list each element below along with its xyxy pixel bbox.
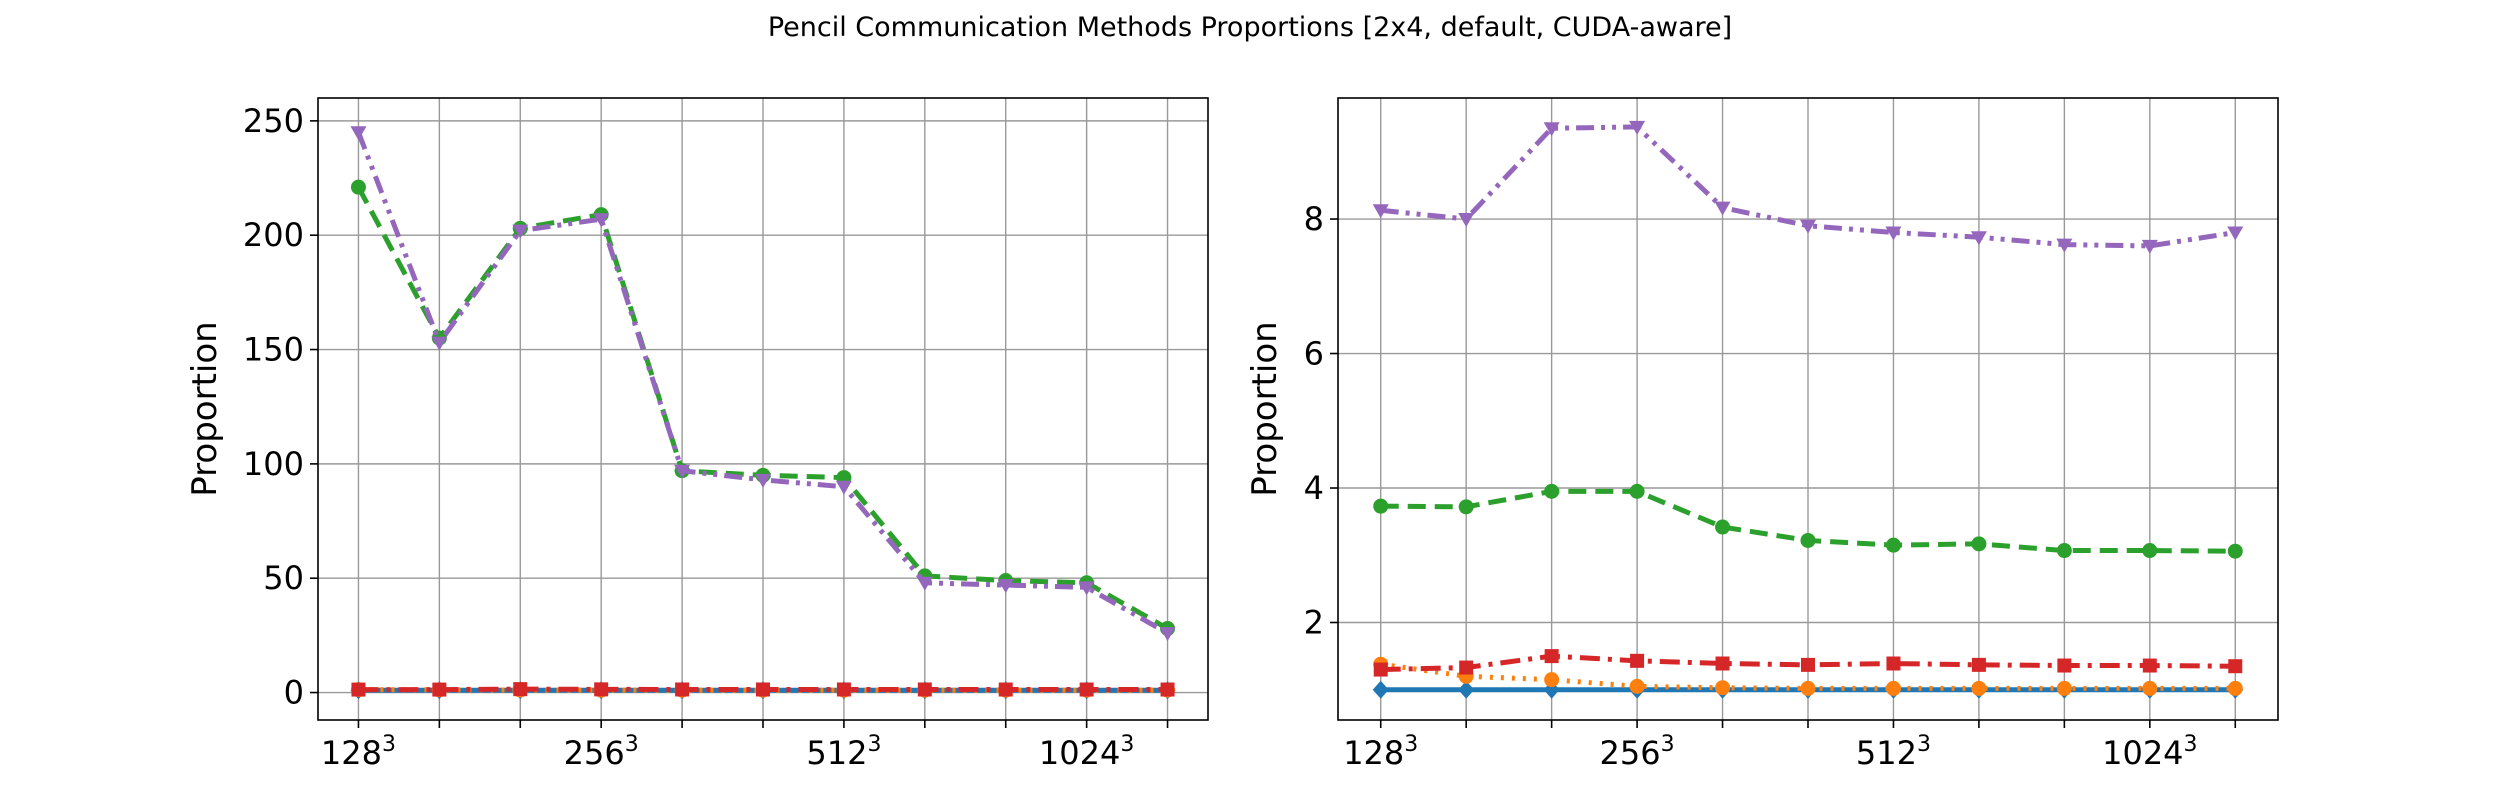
- series-4-point: [917, 682, 932, 697]
- x-tick-label: 10243: [2102, 732, 2197, 772]
- series-4-point: [513, 682, 528, 697]
- series-3-point: [1458, 499, 1474, 515]
- series-5-point: [431, 336, 448, 351]
- series-5-point: [835, 480, 852, 495]
- series-4-point: [1079, 682, 1094, 697]
- series-4-point: [1971, 657, 1986, 672]
- series-2-point: [1885, 680, 1901, 696]
- series-3-point: [1715, 519, 1731, 535]
- series-4-point: [2228, 659, 2243, 674]
- series-4-point: [1459, 660, 1474, 675]
- y-tick-label: 0: [284, 674, 304, 712]
- series-2-point: [1715, 680, 1731, 696]
- series-4-point: [1886, 656, 1901, 671]
- series-5-point: [916, 576, 933, 591]
- y-tick-label: 50: [263, 559, 304, 597]
- x-tick-label: 5123: [806, 732, 881, 772]
- series-4-point: [1160, 682, 1175, 697]
- series-4-point: [594, 682, 609, 697]
- series-5-point: [1372, 204, 1389, 219]
- series-5-point: [2141, 239, 2158, 254]
- y-tick-label: 6: [1304, 335, 1324, 373]
- series-4-point: [2142, 658, 2157, 673]
- series-5-point: [1458, 213, 1475, 228]
- y-tick-label: 250: [243, 102, 304, 140]
- series-3-point: [2056, 543, 2072, 559]
- series-2-point: [1800, 680, 1816, 696]
- series-3-point: [1971, 536, 1987, 552]
- series-4-point: [1373, 662, 1388, 677]
- series-5-point: [1714, 201, 1731, 216]
- series-3-point: [2227, 543, 2243, 559]
- series-5-point: [1800, 219, 1816, 234]
- series-5-point: [1159, 627, 1176, 642]
- series-5-point: [512, 224, 529, 239]
- x-tick-label: 5123: [1856, 732, 1931, 772]
- series-5-point: [755, 473, 771, 488]
- series-2-point: [1971, 680, 1987, 696]
- chart-panel-2: 1283 2563 5123 10243 2 4 6 8 Proportion: [1245, 97, 2279, 772]
- series-5-point: [997, 579, 1014, 594]
- series-4-point: [1715, 656, 1730, 671]
- series-5-point: [1629, 120, 1646, 135]
- series-2-point: [2142, 680, 2158, 696]
- series-3-point: [350, 179, 366, 195]
- figure-title: Pencil Communication Methods Proportions…: [767, 12, 1733, 43]
- x-tick-label: 1283: [1343, 732, 1418, 772]
- series-4-point: [998, 682, 1013, 697]
- series-5-point: [1543, 122, 1560, 137]
- series-5-point: [350, 126, 367, 141]
- series-4-point: [1630, 653, 1645, 668]
- y-tick-label: 2: [1304, 603, 1324, 641]
- x-tick-label: 2563: [564, 732, 639, 772]
- series-2-point: [2056, 680, 2072, 696]
- x-tick-label: 10243: [1039, 732, 1134, 772]
- y-axis-label: Proportion: [185, 321, 225, 496]
- series-5-point: [2056, 238, 2073, 253]
- series-4-point: [756, 682, 770, 697]
- x-tick-label: 2563: [1600, 732, 1675, 772]
- chart-panel-1: 1283 2563 5123 10243 0 50 100 150 200 250 Proporti…: [185, 97, 1209, 772]
- series-3-point: [1885, 537, 1901, 553]
- series-3-point: [1629, 483, 1645, 499]
- y-tick-label: 150: [243, 331, 304, 369]
- y-axis-label: Proportion: [1245, 321, 1285, 496]
- series-2-point: [2227, 680, 2243, 696]
- series-4-point: [836, 682, 851, 697]
- series-5-point: [1885, 226, 1902, 241]
- series-5-point: [1078, 581, 1095, 596]
- series-line-5: [1380, 124, 2236, 249]
- series-line-2: [1380, 661, 2236, 691]
- series-3-point: [2142, 543, 2158, 559]
- series-2-point: [1629, 678, 1645, 694]
- series-4-point: [1801, 657, 1815, 672]
- series-1-point: [1458, 680, 1475, 699]
- y-tick-label: 100: [243, 445, 304, 483]
- series-2-point: [1544, 672, 1560, 688]
- series-3-point: [1800, 532, 1816, 548]
- series-5-point: [593, 213, 610, 228]
- series-4-point: [1544, 649, 1559, 664]
- series-4-point: [675, 682, 690, 697]
- series-4-point: [2057, 658, 2072, 673]
- y-tick-label: 200: [243, 216, 304, 254]
- x-tick-label: 1283: [321, 732, 396, 772]
- series-5-point: [2227, 226, 2244, 241]
- series-3-point: [1373, 498, 1389, 514]
- y-tick-label: 4: [1304, 469, 1324, 507]
- series-4-point: [432, 682, 447, 697]
- series-3-point: [1544, 483, 1560, 499]
- y-tick-label: 8: [1304, 200, 1324, 238]
- series-5-point: [674, 464, 691, 479]
- series-1-point: [1372, 680, 1389, 699]
- series-4-point: [351, 682, 366, 697]
- series-5-point: [1970, 231, 1987, 246]
